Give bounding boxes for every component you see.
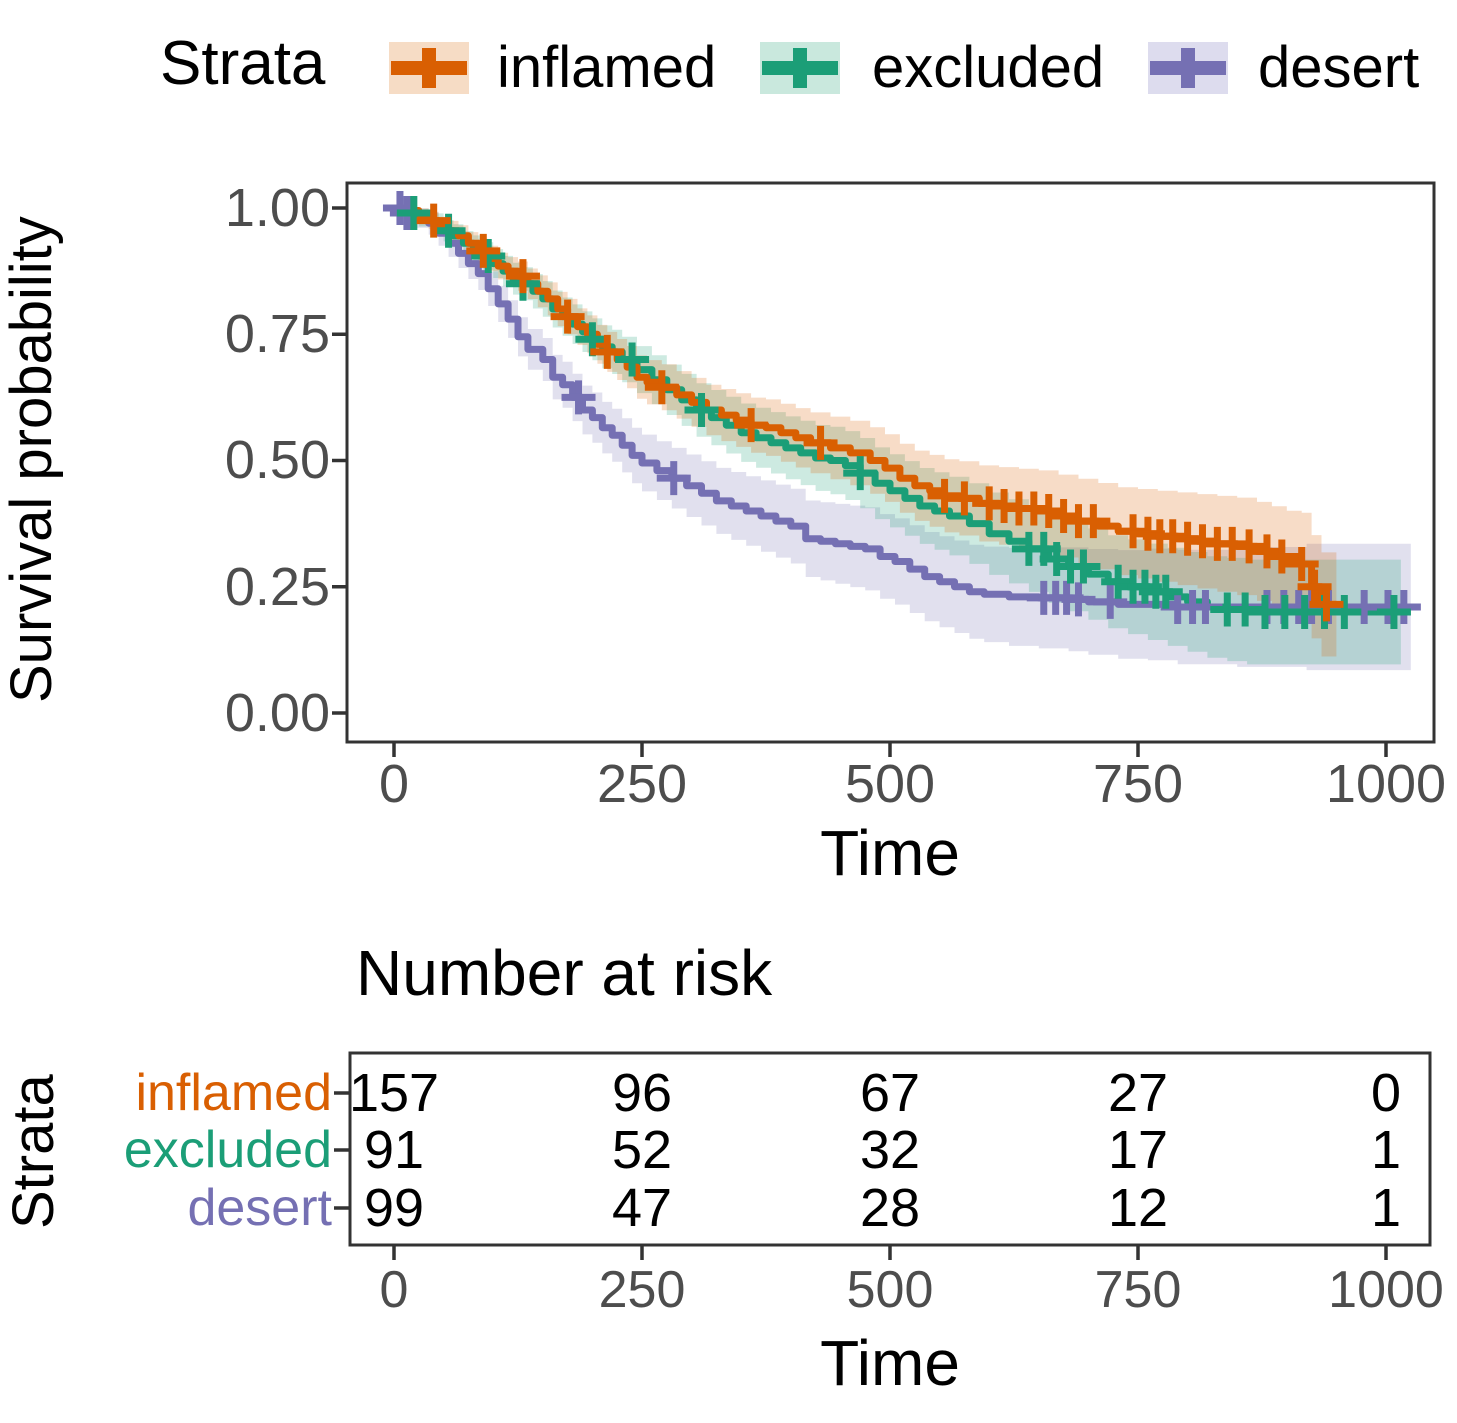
risk-desert-t500: 28 bbox=[859, 1178, 921, 1238]
y-tick-0.25: 0.25 bbox=[224, 557, 330, 617]
table-x-tick-500: 500 bbox=[846, 1261, 934, 1319]
table-x-tick-1000: 1000 bbox=[1328, 1261, 1444, 1319]
risk-inflamed-t1000: 0 bbox=[1370, 1063, 1402, 1123]
curve-desert bbox=[394, 204, 1411, 611]
band-inflamed bbox=[394, 208, 1337, 658]
excluded-key-icon bbox=[760, 42, 840, 94]
x-tick-500: 500 bbox=[844, 754, 936, 814]
y-tick-0.00: 0.00 bbox=[224, 683, 330, 743]
risk-inflamed-t500: 67 bbox=[859, 1063, 921, 1123]
band-desert bbox=[394, 208, 1411, 675]
x-tick-750: 750 bbox=[1092, 754, 1184, 814]
risk-excluded-t1000: 1 bbox=[1370, 1120, 1402, 1180]
risk-table-x-axis-title: Time bbox=[820, 1327, 960, 1399]
risk-inflamed-t0: 157 bbox=[348, 1063, 440, 1123]
risk-desert-t750: 12 bbox=[1107, 1178, 1169, 1238]
risk-row-label-desert: desert bbox=[187, 1179, 332, 1237]
desert-key-icon bbox=[1148, 42, 1228, 94]
confidence-bands bbox=[394, 208, 1411, 675]
risk-desert-t1000: 1 bbox=[1370, 1178, 1402, 1238]
legend-label-excluded: excluded bbox=[872, 35, 1105, 100]
band-excluded bbox=[394, 208, 1401, 671]
x-tick-0: 0 bbox=[378, 754, 410, 814]
y-axis-title: Survival probability bbox=[0, 216, 64, 704]
legend-title: Strata bbox=[160, 29, 326, 98]
inflamed-key-icon bbox=[389, 42, 469, 94]
table-x-tick-750: 750 bbox=[1094, 1261, 1182, 1319]
y-tick-1.00: 1.00 bbox=[224, 178, 330, 238]
y-tick-0.50: 0.50 bbox=[224, 430, 330, 490]
risk-excluded-t250: 52 bbox=[611, 1120, 673, 1180]
risk-inflamed-t250: 96 bbox=[611, 1063, 673, 1123]
legend-label-desert: desert bbox=[1258, 35, 1420, 100]
risk-desert-t0: 99 bbox=[363, 1178, 425, 1238]
legend-item-excluded bbox=[760, 42, 840, 94]
excluded-key-vbar bbox=[793, 48, 807, 88]
risk-table-title: Number at risk bbox=[356, 937, 773, 1009]
legend-label-inflamed: inflamed bbox=[497, 35, 717, 100]
x-tick-1000: 1000 bbox=[1325, 754, 1447, 814]
legend-item-desert bbox=[1148, 42, 1228, 94]
censor-marks bbox=[382, 191, 1421, 629]
table-x-tick-250: 250 bbox=[598, 1261, 686, 1319]
risk-excluded-t750: 17 bbox=[1107, 1120, 1169, 1180]
table-x-tick-0: 0 bbox=[379, 1261, 409, 1319]
risk-row-label-excluded: excluded bbox=[123, 1121, 332, 1179]
x-axis-title: Time bbox=[820, 817, 960, 889]
risk-row-label-inflamed: inflamed bbox=[135, 1064, 332, 1122]
risk-excluded-t0: 91 bbox=[363, 1120, 425, 1180]
x-tick-250: 250 bbox=[596, 754, 688, 814]
risk-desert-t250: 47 bbox=[611, 1178, 673, 1238]
inflamed-key-vbar bbox=[422, 48, 436, 88]
risk-inflamed-t750: 27 bbox=[1107, 1063, 1169, 1123]
risk-excluded-t500: 32 bbox=[859, 1120, 921, 1180]
y-tick-0.75: 0.75 bbox=[224, 304, 330, 364]
risk-table-y-axis-title: Strata bbox=[1, 1074, 66, 1230]
desert-key-vbar bbox=[1181, 48, 1195, 88]
legend-item-inflamed bbox=[389, 42, 469, 94]
